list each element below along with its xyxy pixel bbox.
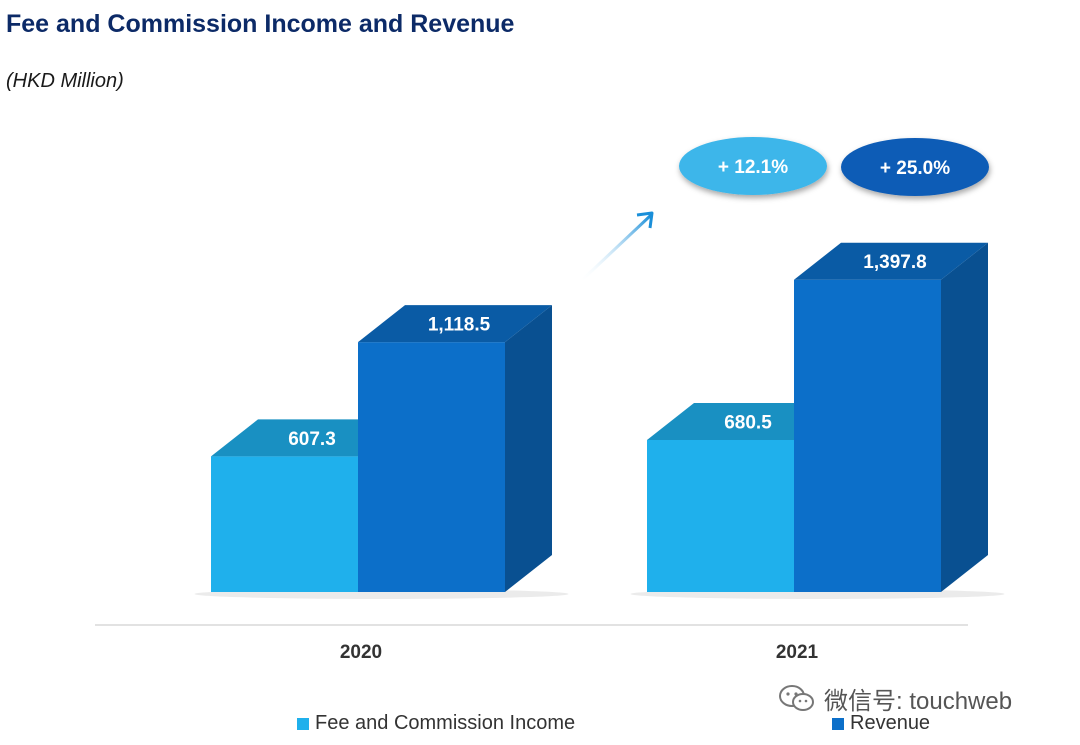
legend-label-revenue: Revenue — [850, 712, 931, 734]
legend-item-fee: Fee and Commission Income — [297, 712, 575, 735]
growth-badge: + 12.1% — [679, 137, 827, 195]
wechat-icon — [779, 684, 814, 711]
legend-label-fee: Fee and Commission Income — [315, 712, 576, 734]
bar-revenue-2020: 1,118.5 — [358, 305, 552, 592]
legend-item-revenue: Revenue — [832, 712, 930, 735]
growth-badge: + 25.0% — [841, 138, 989, 196]
bar-top-face — [211, 419, 405, 457]
growth-badge-label: + 12.1% — [718, 157, 788, 178]
bar-front-face — [647, 439, 794, 592]
watermark-text: 微信号: touchweb — [824, 688, 1013, 715]
bar-chart: 607.3 1,118.5 680.5 1,397.8 2020 2021 + 12.1… — [95, 137, 1005, 663]
legend-swatch-fee — [297, 717, 309, 730]
x-tick-label: 2021 — [776, 642, 819, 663]
growth-arrow — [578, 211, 654, 284]
data-label: 680.5 — [724, 412, 772, 433]
bar-front-face — [794, 279, 941, 592]
data-label: 1,118.5 — [428, 315, 491, 336]
bar-side-face — [941, 242, 988, 592]
bar-top-face — [358, 305, 552, 343]
bar-top-face — [647, 402, 841, 440]
bar-front-face — [358, 342, 505, 592]
bar-side-face — [505, 305, 552, 592]
x-tick-label: 2020 — [340, 642, 382, 663]
chart-title: Fee and Commission Income and Revenue — [6, 10, 515, 38]
chart-subtitle: (HKD Million) — [6, 70, 124, 92]
watermark: 微信号: touchweb — [778, 681, 1012, 716]
growth-badge-label: + 25.0% — [880, 158, 950, 179]
data-label: 607.3 — [288, 429, 336, 450]
legend-swatch-revenue — [832, 717, 844, 730]
bar-front-face — [211, 456, 358, 592]
bar-revenue-2021: 1,397.8 — [794, 242, 988, 592]
bar-top-face — [794, 242, 988, 280]
data-label: 1,397.8 — [863, 252, 926, 273]
